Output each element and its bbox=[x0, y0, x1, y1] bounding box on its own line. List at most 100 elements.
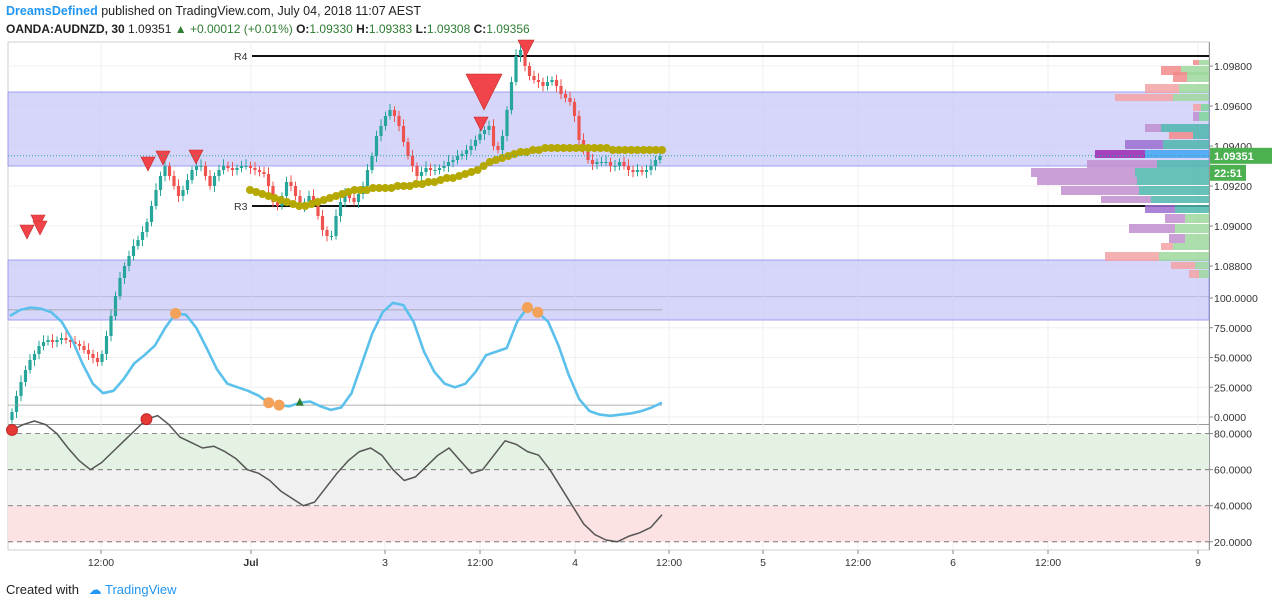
volume-profile-bar bbox=[1135, 168, 1209, 177]
candle-body bbox=[64, 338, 68, 340]
candle-body bbox=[194, 166, 199, 170]
candle-body bbox=[469, 146, 473, 150]
volume-profile-bar bbox=[1105, 252, 1159, 261]
candle-body bbox=[122, 266, 127, 278]
candle-body bbox=[406, 142, 410, 156]
author-link[interactable]: DreamsDefined bbox=[6, 4, 98, 18]
candle-body bbox=[235, 168, 239, 170]
ma-point bbox=[621, 146, 630, 154]
stochastic-pane[interactable] bbox=[8, 301, 663, 418]
candle-body bbox=[289, 182, 293, 186]
down-arrow-marker bbox=[473, 116, 489, 132]
candle-body bbox=[550, 80, 554, 82]
last-price: 1.09351 bbox=[128, 22, 172, 36]
candle-body bbox=[455, 156, 460, 160]
candle-body bbox=[329, 236, 334, 237]
ma-point bbox=[270, 194, 279, 202]
tradingview-link[interactable]: TradingView bbox=[105, 582, 177, 597]
stoch-tick-label: 75.0000 bbox=[1214, 323, 1252, 335]
volume-profile-bar bbox=[1095, 150, 1145, 158]
candle-body bbox=[334, 216, 338, 236]
signal-dot bbox=[6, 424, 18, 436]
candle-body bbox=[365, 170, 370, 186]
volume-profile-bar bbox=[1031, 168, 1135, 177]
candle-body bbox=[424, 168, 428, 172]
candle-body bbox=[145, 222, 149, 232]
countdown-tag bbox=[1210, 164, 1246, 181]
candle-body bbox=[433, 170, 437, 171]
candle-body bbox=[298, 196, 302, 206]
ma-point bbox=[412, 180, 421, 188]
volume-profile-bar bbox=[1145, 84, 1179, 93]
candle-body bbox=[356, 194, 361, 202]
candle-body bbox=[136, 240, 140, 246]
ma-point bbox=[596, 144, 605, 152]
candle-body bbox=[271, 186, 275, 202]
candle-body bbox=[370, 156, 374, 170]
time-tick-label: 12:00 bbox=[467, 557, 493, 569]
candle-body bbox=[262, 172, 266, 174]
candle-body bbox=[613, 166, 617, 167]
volume-profile-bar bbox=[1151, 196, 1209, 203]
volume-profile-bar bbox=[1195, 262, 1209, 269]
oscillator-band bbox=[8, 505, 1209, 542]
candle-body bbox=[649, 166, 653, 170]
candle-body bbox=[595, 162, 599, 164]
candle-body bbox=[73, 342, 77, 344]
stoch-tick-label: 25.0000 bbox=[1214, 382, 1252, 394]
candle-body bbox=[284, 182, 289, 196]
volume-profile-bar bbox=[1145, 150, 1209, 158]
ma-point bbox=[565, 144, 574, 152]
candle-body bbox=[536, 80, 541, 82]
candle-body bbox=[451, 160, 455, 162]
candle-body bbox=[68, 340, 73, 342]
candle-body bbox=[478, 134, 482, 140]
volume-profile-bar bbox=[1169, 132, 1193, 139]
publish-header: DreamsDefined published on TradingView.c… bbox=[6, 4, 421, 18]
candle-body bbox=[347, 194, 352, 198]
candle-body bbox=[500, 136, 505, 150]
ma-point bbox=[602, 144, 611, 152]
signal-dot bbox=[170, 307, 182, 319]
candle-body bbox=[527, 66, 532, 76]
oscillator-pane[interactable] bbox=[6, 413, 1210, 543]
candle-body bbox=[437, 168, 442, 170]
price-change: +0.00012 (+0.01%) bbox=[189, 22, 293, 36]
volume-profile-bar bbox=[1199, 112, 1209, 121]
time-tick-label: 12:00 bbox=[656, 557, 682, 569]
volume-profile-bar bbox=[1185, 234, 1209, 243]
price-tick-label: 1.09200 bbox=[1214, 181, 1252, 193]
price-pane[interactable]: R4 R3 bbox=[7, 39, 1210, 424]
ma-point bbox=[332, 192, 341, 200]
candle-body bbox=[599, 162, 604, 163]
down-arrow-marker bbox=[517, 39, 535, 57]
volume-profile-bar bbox=[1145, 124, 1161, 132]
ma-point bbox=[356, 186, 365, 194]
candle-body bbox=[577, 116, 581, 140]
ma-point bbox=[571, 144, 580, 152]
candle-body bbox=[640, 170, 644, 172]
candle-body bbox=[37, 346, 41, 354]
candle-body bbox=[203, 166, 208, 176]
candle-body bbox=[415, 166, 419, 176]
candle-body bbox=[307, 196, 311, 202]
down-arrow-marker bbox=[32, 220, 48, 236]
published-text: published on TradingView.com, July 04, 2… bbox=[101, 4, 422, 18]
volume-profile-bar bbox=[1193, 112, 1199, 121]
ma-point bbox=[387, 184, 396, 192]
ma-point bbox=[381, 184, 390, 192]
oscillator-tick-label: 20.0000 bbox=[1214, 537, 1252, 549]
ma-point bbox=[430, 178, 439, 186]
ma-point bbox=[584, 144, 593, 152]
ma-point bbox=[633, 146, 642, 154]
candle-body bbox=[514, 56, 518, 82]
candle-body bbox=[257, 170, 262, 172]
ma-point bbox=[608, 146, 617, 154]
ma-point bbox=[338, 190, 347, 198]
candle-body bbox=[19, 382, 23, 396]
candle-body bbox=[293, 186, 298, 196]
candle-body bbox=[190, 170, 194, 180]
up-arrow-icon: ▲ bbox=[174, 22, 187, 36]
price-tick-label: 1.09800 bbox=[1214, 61, 1252, 73]
